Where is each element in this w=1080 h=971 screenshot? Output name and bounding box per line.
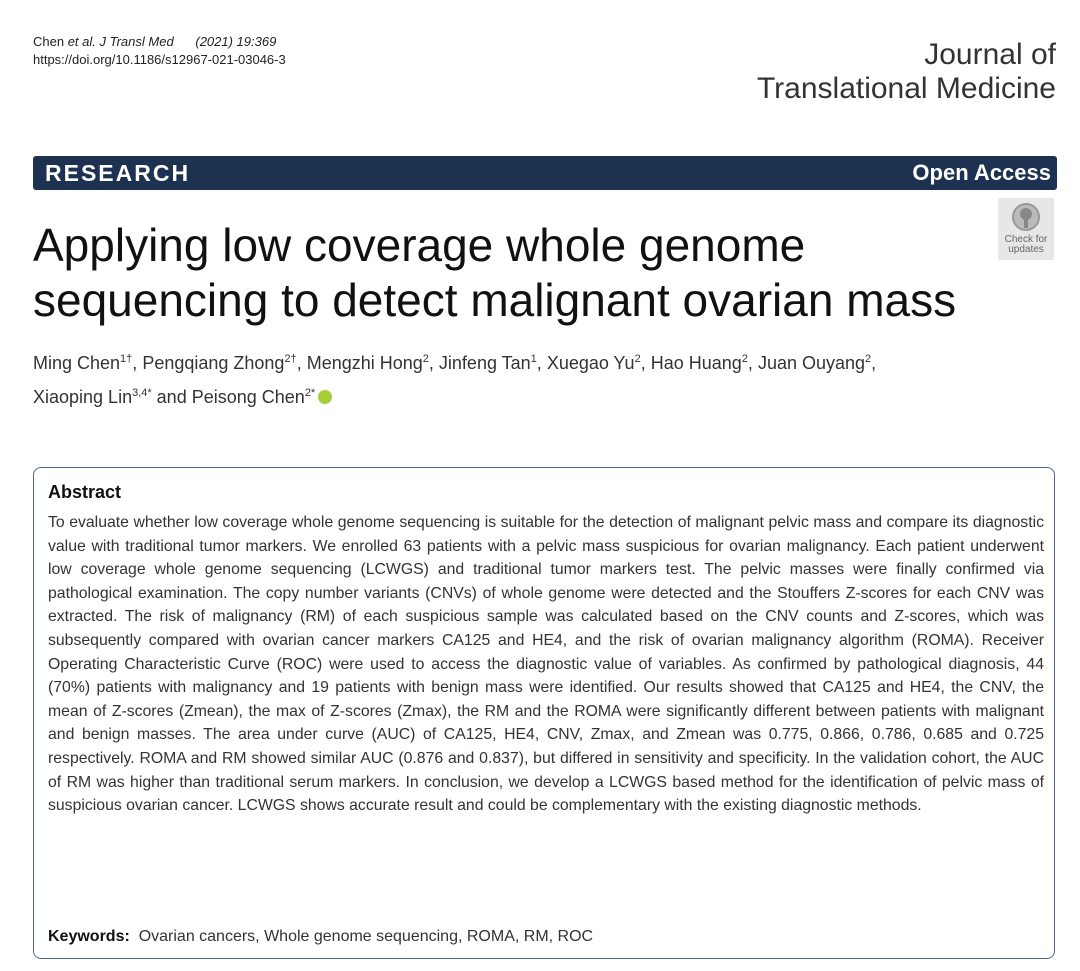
journal-line: Translational Medicine (756, 72, 1056, 105)
author-separator: , (871, 353, 882, 373)
article-title: Applying low coverage whole genome seque… (33, 218, 956, 328)
author-name: Pengqiang Zhong (142, 353, 285, 373)
author-affiliation: 2† (284, 353, 297, 365)
citation-etal: et al. (67, 34, 96, 49)
badge-line: Check for (1004, 234, 1048, 245)
author-separator: and (151, 387, 192, 407)
author-separator: , (132, 353, 143, 373)
badge-icon (1012, 203, 1040, 231)
banner: RESEARCH Open Access (33, 156, 1057, 190)
author-affiliation: 2 (741, 353, 748, 365)
author-affiliation: 2 (422, 353, 429, 365)
citation-line: Chen et al. J Transl Med (2021) 19:369 (33, 33, 286, 51)
journal-line: Journal of (924, 38, 1056, 71)
author-separator: , (296, 353, 307, 373)
author-affiliation: 3,4* (132, 387, 152, 399)
author-separator: , (536, 353, 547, 373)
title-line: Applying low coverage whole genome (33, 219, 806, 271)
author-separator: , (428, 353, 439, 373)
keywords-label: Keywords: (48, 928, 130, 945)
author-separator: , (747, 353, 758, 373)
citation: Chen et al. J Transl Med (2021) 19:369 h… (33, 33, 286, 69)
author-affiliation: 1 (530, 353, 537, 365)
author-name: Xuegao Yu (546, 353, 635, 373)
check-updates-badge[interactable]: Check for updates (998, 198, 1054, 260)
abstract-heading: Abstract (48, 482, 122, 502)
title-line: sequencing to detect malignant ovarian m… (33, 274, 957, 326)
author-affiliation: 2* (304, 387, 316, 399)
citation-author: Chen (33, 34, 65, 49)
doi[interactable]: https://doi.org/10.1186/s12967-021-03046… (33, 52, 286, 67)
badge-line: updates (1008, 244, 1044, 255)
author-name: Xiaoping Lin (33, 387, 133, 407)
author-name: Ming Chen (33, 353, 121, 373)
author-list: Ming Chen1†, Pengqiang Zhong2†, Mengzhi … (33, 344, 1053, 412)
author-affiliation: 1† (120, 353, 133, 365)
abstract-box: Abstract To evaluate whether low coverag… (33, 467, 1055, 959)
author-name: Hao Huang (650, 353, 742, 373)
article-type: RESEARCH (45, 160, 191, 186)
author-affiliation: 2 (634, 353, 641, 365)
journal-name: Journal of Translational Medicine (757, 38, 1056, 106)
citation-journal: J Transl Med (99, 34, 174, 49)
orcid-icon[interactable] (318, 390, 333, 404)
author-name: Juan Ouyang (757, 353, 866, 373)
keywords: Keywords: Ovarian cancers, Whole genome … (48, 928, 593, 946)
keywords-text: Ovarian cancers, Whole genome sequencing… (138, 928, 594, 945)
abstract-text: To evaluate whether low coverage whole g… (48, 514, 1044, 815)
author-separator: , (640, 353, 651, 373)
citation-issue: (2021) 19:369 (195, 34, 277, 49)
author-affiliation: 2 (865, 353, 872, 365)
open-access: Open Access (912, 160, 1051, 185)
author-name: Jinfeng Tan (438, 353, 531, 373)
author-name: Mengzhi Hong (306, 353, 423, 373)
author-name: Peisong Chen (191, 387, 305, 407)
